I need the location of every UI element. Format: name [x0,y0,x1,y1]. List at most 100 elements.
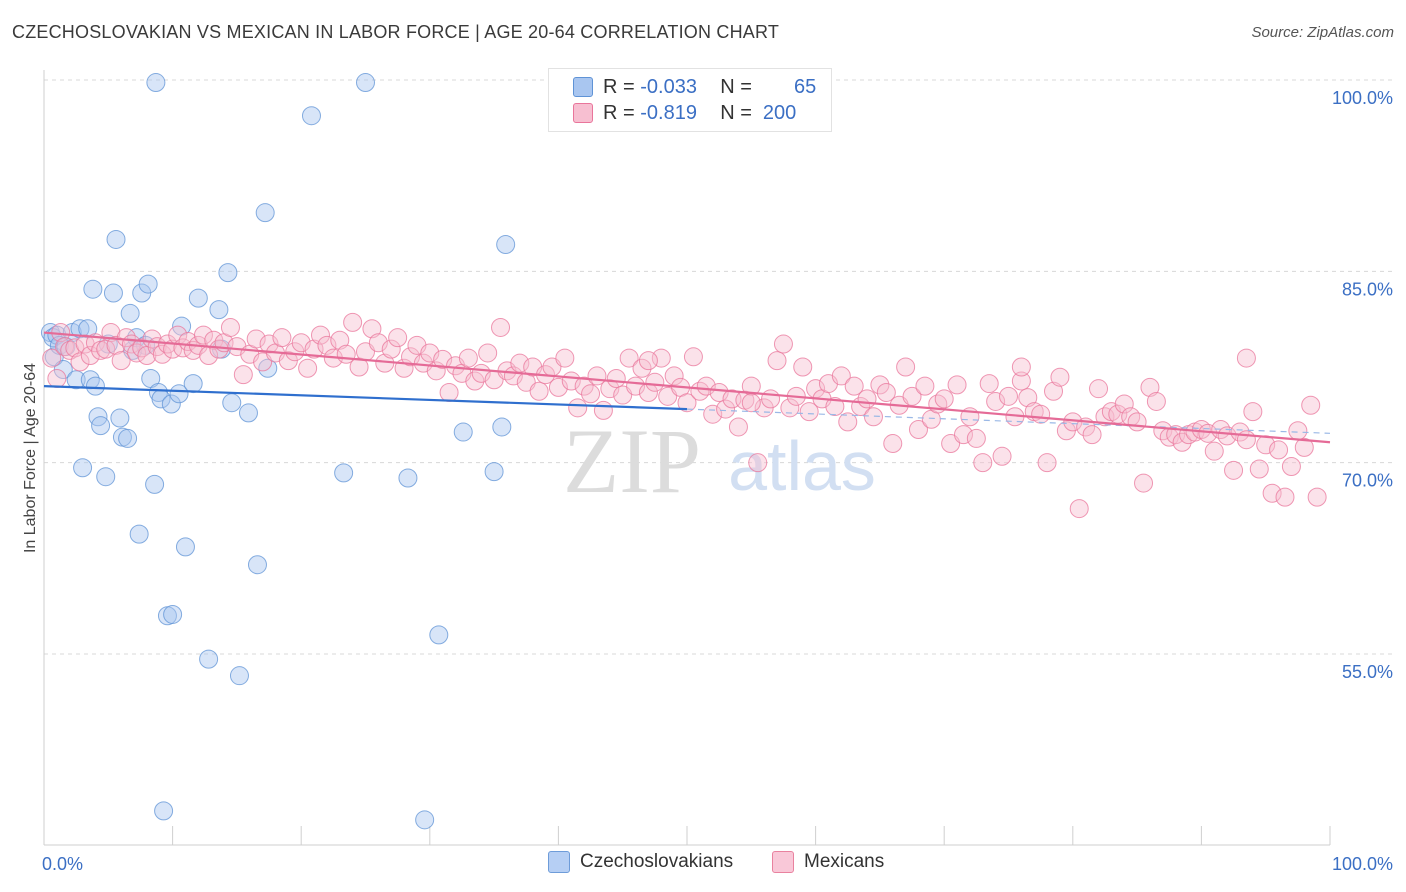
point-mexicans-208 [1236,348,1256,368]
point-mexicans-50 [317,335,337,355]
point-mexicans-101 [645,372,665,392]
point-mexicans-124 [793,357,813,377]
point-mexicans-155 [992,446,1012,466]
point-mexicans-134 [857,389,877,409]
trend-line-czechoslovakians [43,385,688,411]
point-mexicans-163 [1044,381,1064,401]
point-mexicans-176 [1127,412,1147,432]
point-mexicans-54 [343,312,363,332]
point-mexicans-125 [799,402,819,422]
correlation-legend: R = -0.033 N = 65 R = -0.819 N = 200 [548,68,832,132]
point-mexicans-72 [458,348,478,368]
point-mexicans-117 [748,453,768,473]
point-mexicans-49 [310,325,330,345]
point-czechoslovakians-40 [169,384,189,404]
point-mexicans-30 [193,325,213,345]
point-czechoslovakians-49 [222,393,242,413]
point-czechoslovakians-24 [120,303,140,323]
r-value-mexicans: -0.819 [640,101,697,124]
point-mexicans-177 [1134,473,1154,493]
point-czechoslovakians-48 [218,263,238,283]
point-mexicans-178 [1140,377,1160,397]
point-mexicans-37 [233,365,253,385]
point-czechoslovakians-55 [301,106,321,126]
watermark-atlas: atlas [728,427,876,505]
point-mexicans-197 [1262,483,1282,503]
point-mexicans-43 [272,328,292,348]
trend-lines [43,331,1331,444]
y-tick-label-3: 55.0% [1342,662,1393,682]
point-czechoslovakians-14 [85,376,105,396]
point-mexicans-122 [780,398,800,418]
point-mexicans-95 [606,368,626,388]
point-mexicans-39 [246,329,266,349]
point-mexicans-159 [1018,388,1038,408]
legend-label-czechoslovakians: Czechoslovakians [580,851,734,872]
point-mexicans-142 [908,420,928,440]
point-mexicans-154 [986,391,1006,411]
point-mexicans-207 [1011,357,1031,377]
point-mexicans-206 [741,393,761,413]
point-mexicans-5 [65,338,85,358]
point-mexicans-131 [838,412,858,432]
trend-extension-czechoslovakians [686,408,1331,434]
legend-item-mexicans[interactable]: Mexicans [772,851,884,873]
point-mexicans-48 [304,339,324,359]
point-czechoslovakians-10 [73,458,93,478]
point-czechoslovakians-46 [209,300,229,320]
point-czechoslovakians-53 [255,203,275,223]
point-mexicans-89 [568,398,588,418]
point-mexicans-140 [896,357,916,377]
point-mexicans-183 [1172,432,1192,452]
point-mexicans-57 [362,319,382,339]
point-czechoslovakians-44 [188,288,208,308]
n-value-mexicans: 200 [762,101,797,124]
point-mexicans-190 [1217,426,1237,446]
point-mexicans-201 [1288,421,1308,441]
point-czechoslovakians-39 [163,604,183,624]
point-mexicans-167 [1069,499,1089,519]
point-mexicans-120 [767,351,787,371]
point-mexicans-179 [1146,391,1166,411]
point-mexicans-22 [152,344,172,364]
point-mexicans-202 [1294,437,1314,457]
axes [43,70,1331,846]
n-label: N = [720,101,752,124]
point-mexicans-106 [677,393,697,413]
point-mexicans-61 [388,328,408,348]
point-mexicans-108 [690,381,710,401]
point-mexicans-6 [70,352,90,372]
legend-item-czechoslovakians[interactable]: Czechoslovakians [548,851,733,873]
point-mexicans-195 [1249,459,1269,479]
point-mexicans-188 [1204,441,1224,461]
point-czechoslovakians-36 [154,801,174,821]
x-tick-label-0: 0.0% [42,854,83,874]
point-mexicans-164 [1050,367,1070,387]
x-tick-label-1: 100.0% [1332,854,1393,874]
point-czechoslovakians-57 [356,73,375,93]
r-value-czechoslovakians: -0.033 [640,75,697,98]
point-czechoslovakians-16 [91,416,111,436]
point-mexicans-77 [491,317,511,337]
point-mexicans-148 [947,375,967,395]
point-mexicans-99 [632,358,652,378]
legend-swatch-czechoslovakians [573,77,593,97]
point-mexicans-161 [1031,404,1051,424]
point-mexicans-93 [593,400,613,420]
point-czechoslovakians-33 [146,73,166,93]
point-czechoslovakians-30 [138,274,158,294]
point-czechoslovakians-23 [118,428,138,448]
point-czechoslovakians-63 [492,417,512,437]
point-czechoslovakians-20 [106,229,126,249]
point-mexicans-193 [1236,430,1256,450]
point-mexicans-1 [47,368,67,388]
point-mexicans-114 [728,417,748,437]
point-mexicans-146 [934,389,954,409]
point-mexicans-104 [664,366,684,386]
point-mexicans-0 [42,348,62,368]
point-mexicans-83 [529,381,549,401]
point-mexicans-149 [953,425,973,445]
point-mexicans-143 [915,376,935,396]
trend-line-mexicans [43,331,1331,444]
point-mexicans-138 [883,434,903,454]
